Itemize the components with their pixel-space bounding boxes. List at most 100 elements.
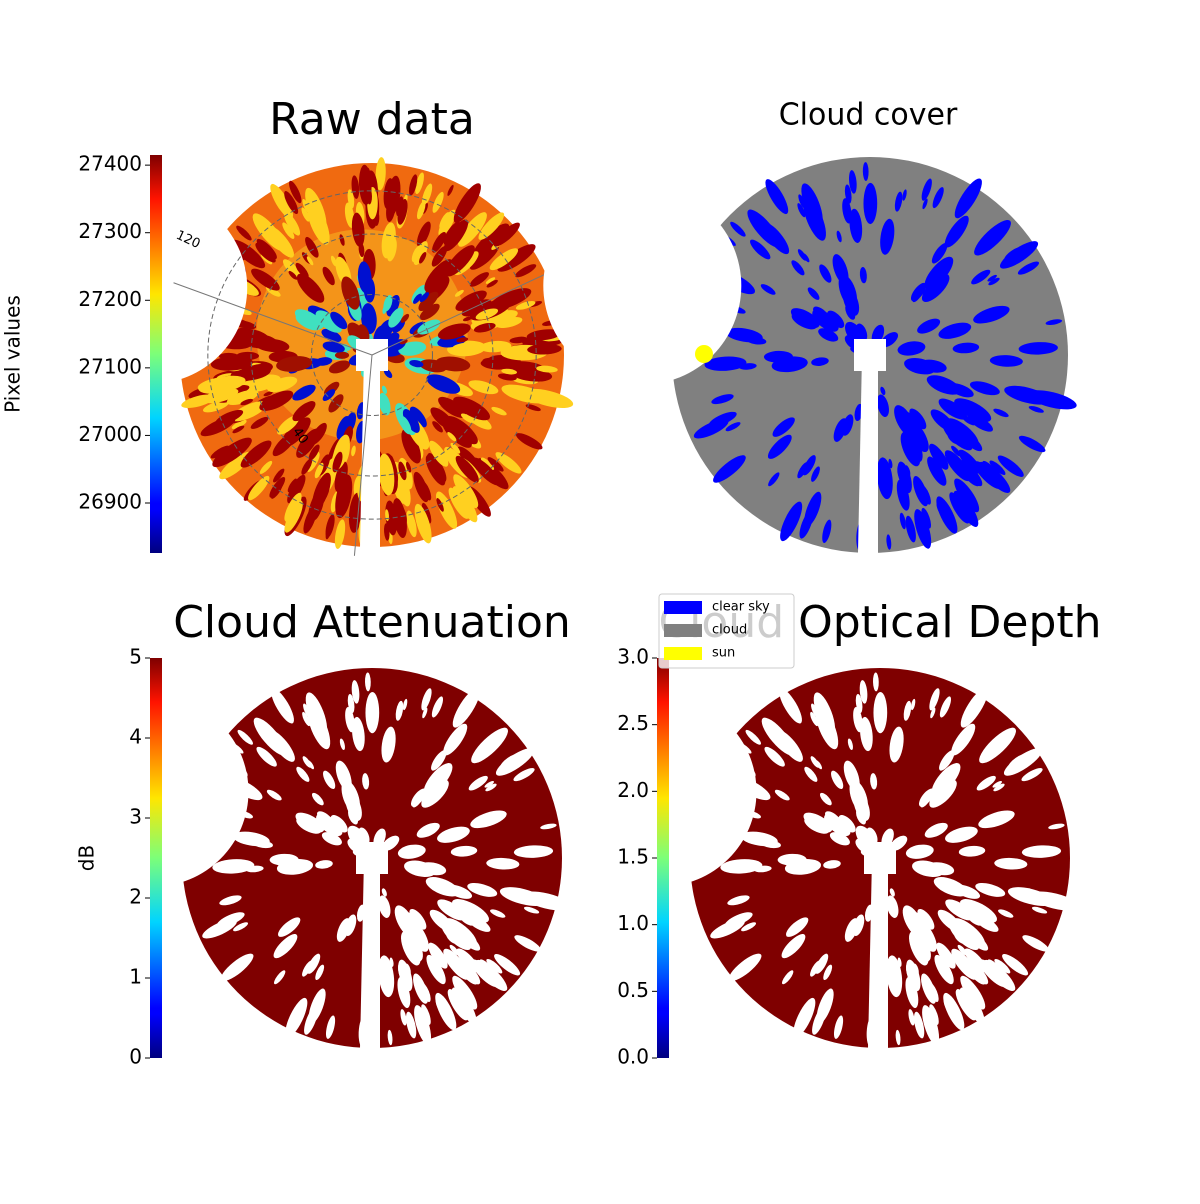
sky-blob xyxy=(235,320,257,330)
sky-blob xyxy=(256,746,277,767)
sky-blob xyxy=(431,750,447,771)
sky-blob xyxy=(311,792,324,806)
sky-blob xyxy=(974,461,1002,489)
sky-blob xyxy=(920,797,930,808)
sky-blob xyxy=(405,461,412,473)
sky-blob xyxy=(378,392,391,416)
sky-blob xyxy=(432,191,444,213)
sky-blob xyxy=(939,696,952,718)
sky-blob xyxy=(452,975,478,1010)
sky-blob xyxy=(284,191,299,215)
sky-blob xyxy=(747,209,781,248)
polar-axis xyxy=(173,282,373,356)
sky-blob xyxy=(287,474,306,504)
legend-label: cloud xyxy=(712,623,747,638)
colorbar-tick-label: 2.0 xyxy=(617,778,649,802)
sky-blob xyxy=(740,831,778,847)
sky-blob xyxy=(292,384,316,401)
sky-blob xyxy=(790,308,820,329)
sky-blob xyxy=(250,416,269,429)
sky-blob xyxy=(226,390,259,406)
sky-blob xyxy=(994,958,1011,974)
sky-blob xyxy=(271,688,294,724)
sky-blob xyxy=(276,859,314,875)
sky-blob xyxy=(301,458,313,475)
sky-blob xyxy=(315,310,342,333)
sky-blob xyxy=(725,327,763,343)
sky-blob xyxy=(922,1005,940,1045)
sky-blob xyxy=(954,478,980,513)
legend-swatch xyxy=(664,624,702,637)
sky-blob xyxy=(954,178,982,219)
sky-blob xyxy=(815,706,839,750)
sky-blob xyxy=(398,461,407,481)
sky-blob xyxy=(444,496,452,509)
sky-blob xyxy=(774,789,790,801)
legend: clear sky cloud sun xyxy=(658,593,795,669)
sky-blob xyxy=(237,729,253,745)
polar-grid xyxy=(207,190,537,520)
sky-blob xyxy=(897,341,926,356)
sky-blob xyxy=(960,687,988,728)
sky-blob xyxy=(295,262,309,279)
sky-blob xyxy=(495,748,535,776)
sky-blob xyxy=(413,973,429,1004)
colorbar-tick-label: 1.0 xyxy=(617,911,649,935)
sky-blob xyxy=(524,906,540,914)
sky-blob xyxy=(328,360,351,374)
sky-blob xyxy=(764,746,785,767)
sky-blob xyxy=(437,899,466,921)
sky-blob xyxy=(480,457,495,471)
sky-blob xyxy=(308,444,320,461)
sky-blob xyxy=(479,959,493,972)
sky-blob xyxy=(322,389,336,401)
sky-blob xyxy=(419,303,440,321)
sky-blob xyxy=(929,688,940,711)
colorbar-tick-label: 27400 xyxy=(78,152,142,176)
sky-blob xyxy=(435,992,457,1031)
sky-blob xyxy=(784,859,822,875)
sky-blob xyxy=(513,768,535,782)
sky-blob xyxy=(855,323,868,342)
sky-blob xyxy=(444,918,477,947)
sky-blob xyxy=(761,717,795,756)
sky-blob xyxy=(803,812,833,833)
sky-blob xyxy=(252,213,286,252)
sky-blob xyxy=(976,775,996,791)
sky-blob xyxy=(905,515,916,543)
polar-grid xyxy=(311,294,433,416)
sky-blob xyxy=(952,918,985,947)
sky-blob xyxy=(489,248,519,271)
sky-blob xyxy=(873,691,888,734)
sky-blob xyxy=(325,524,332,540)
sky-blob xyxy=(409,174,418,196)
sky-blob xyxy=(873,672,879,692)
sky-blob xyxy=(344,202,355,228)
sky-blob xyxy=(912,291,922,303)
sky-blob xyxy=(771,356,808,373)
sky-blob xyxy=(438,396,467,418)
sky-blob xyxy=(274,970,286,985)
sky-blob xyxy=(929,443,949,470)
colorbar-tick-label: 27200 xyxy=(78,287,142,311)
colorbar-tick-label: 26900 xyxy=(78,489,142,513)
sky-blob xyxy=(895,1029,901,1046)
sky-blob xyxy=(727,895,750,906)
colorbar-tick-label: 5 xyxy=(129,645,142,669)
sky-blob xyxy=(302,711,311,727)
sky-blob xyxy=(447,989,469,1021)
sky-blob xyxy=(401,348,413,355)
sky-blob xyxy=(938,322,972,339)
sky-blob xyxy=(383,368,393,379)
sky-blob xyxy=(536,365,558,373)
sky-blob xyxy=(514,935,541,952)
mast xyxy=(868,858,888,1048)
sky-blob xyxy=(428,440,449,467)
sky-blob xyxy=(482,357,504,366)
sky-blob xyxy=(469,272,489,287)
sky-blob xyxy=(811,357,829,366)
sky-blob xyxy=(316,813,343,837)
sky-blob xyxy=(862,162,869,181)
sky-blob xyxy=(951,723,976,756)
sky-blob xyxy=(287,478,298,493)
